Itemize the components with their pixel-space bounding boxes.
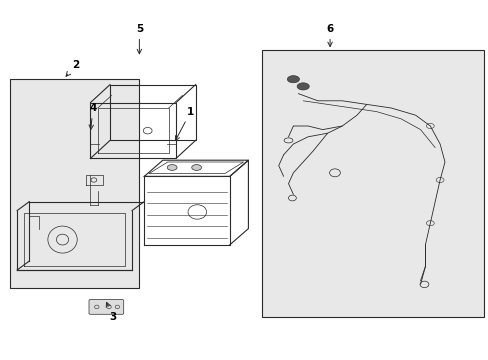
Text: 5: 5: [136, 24, 142, 54]
Bar: [10, 79, 139, 288]
Ellipse shape: [287, 76, 299, 83]
Ellipse shape: [167, 165, 177, 170]
Ellipse shape: [191, 165, 201, 170]
Text: 1: 1: [175, 107, 194, 141]
Text: 2: 2: [66, 60, 79, 76]
Text: 6: 6: [326, 24, 333, 46]
Text: 4: 4: [89, 103, 97, 129]
Bar: [261, 50, 483, 317]
Ellipse shape: [296, 83, 309, 90]
Text: 3: 3: [106, 302, 116, 322]
FancyBboxPatch shape: [89, 300, 123, 314]
